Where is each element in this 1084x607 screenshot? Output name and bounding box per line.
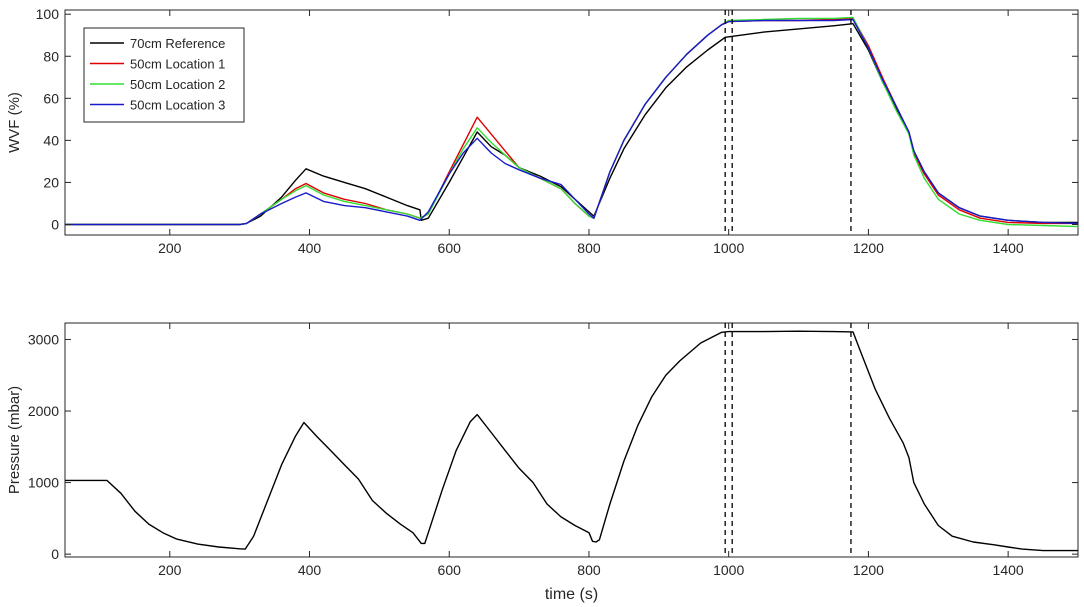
- axes-box: [64, 322, 1079, 558]
- series-line-series-0: [65, 330, 1078, 552]
- y-tick-label: 2000: [28, 403, 59, 419]
- x-tick-label: 800: [577, 240, 601, 256]
- y-tick-label: 80: [43, 48, 59, 64]
- series-line-50cm-location-3: [65, 18, 1078, 226]
- legend-entry-50cm-location-3: 50cm Location 3: [130, 98, 225, 113]
- x-tick-label: 800: [577, 562, 601, 578]
- y-tick-label: 20: [43, 174, 59, 190]
- x-tick-label: 600: [438, 562, 462, 578]
- x-tick-label: 1200: [853, 562, 884, 578]
- legend-entry-50cm-location-2: 50cm Location 2: [130, 77, 225, 92]
- x-tick-label: 1400: [993, 562, 1024, 578]
- legend-entry-70cm-reference: 70cm Reference: [130, 36, 225, 51]
- x-axis-label: time (s): [545, 586, 598, 603]
- x-tick-label: 1000: [713, 562, 744, 578]
- wvf-chart-panel: 200 400 600 800 1000 1200 1400 0 20 40 60 80 100 WVF …: [6, 6, 1079, 256]
- legend-entry-50cm-location-1: 50cm Location 1: [130, 57, 225, 72]
- x-tick-label: 1000: [713, 240, 744, 256]
- x-tick-label: 1200: [853, 240, 884, 256]
- y-tick-label: 3000: [28, 331, 59, 347]
- legend: 70cm Reference 50cm Location 1 50cm Locati…: [83, 27, 245, 123]
- y-axis-label: WVF (%): [6, 92, 23, 153]
- x-tick-label: 600: [438, 240, 462, 256]
- x-tick-label: 200: [158, 562, 182, 578]
- x-tick-label: 200: [158, 240, 182, 256]
- y-tick-label: 100: [36, 6, 60, 22]
- x-tick-label: 400: [298, 240, 322, 256]
- y-tick-label: 1000: [28, 475, 59, 491]
- pressure-chart-panel: 200 400 600 800 1000 1200 1400 0 1000 2000 3000 Pre…: [6, 322, 1079, 603]
- x-tick-label: 400: [298, 562, 322, 578]
- x-tick-label: 1400: [993, 240, 1024, 256]
- y-tick-label: 0: [51, 216, 59, 232]
- y-tick-label: 40: [43, 132, 59, 148]
- y-tick-label: 60: [43, 90, 59, 106]
- series-group: [65, 16, 1078, 228]
- series-group: [65, 330, 1078, 552]
- y-tick-label: 0: [51, 546, 59, 562]
- y-axis-label: Pressure (mbar): [6, 386, 23, 494]
